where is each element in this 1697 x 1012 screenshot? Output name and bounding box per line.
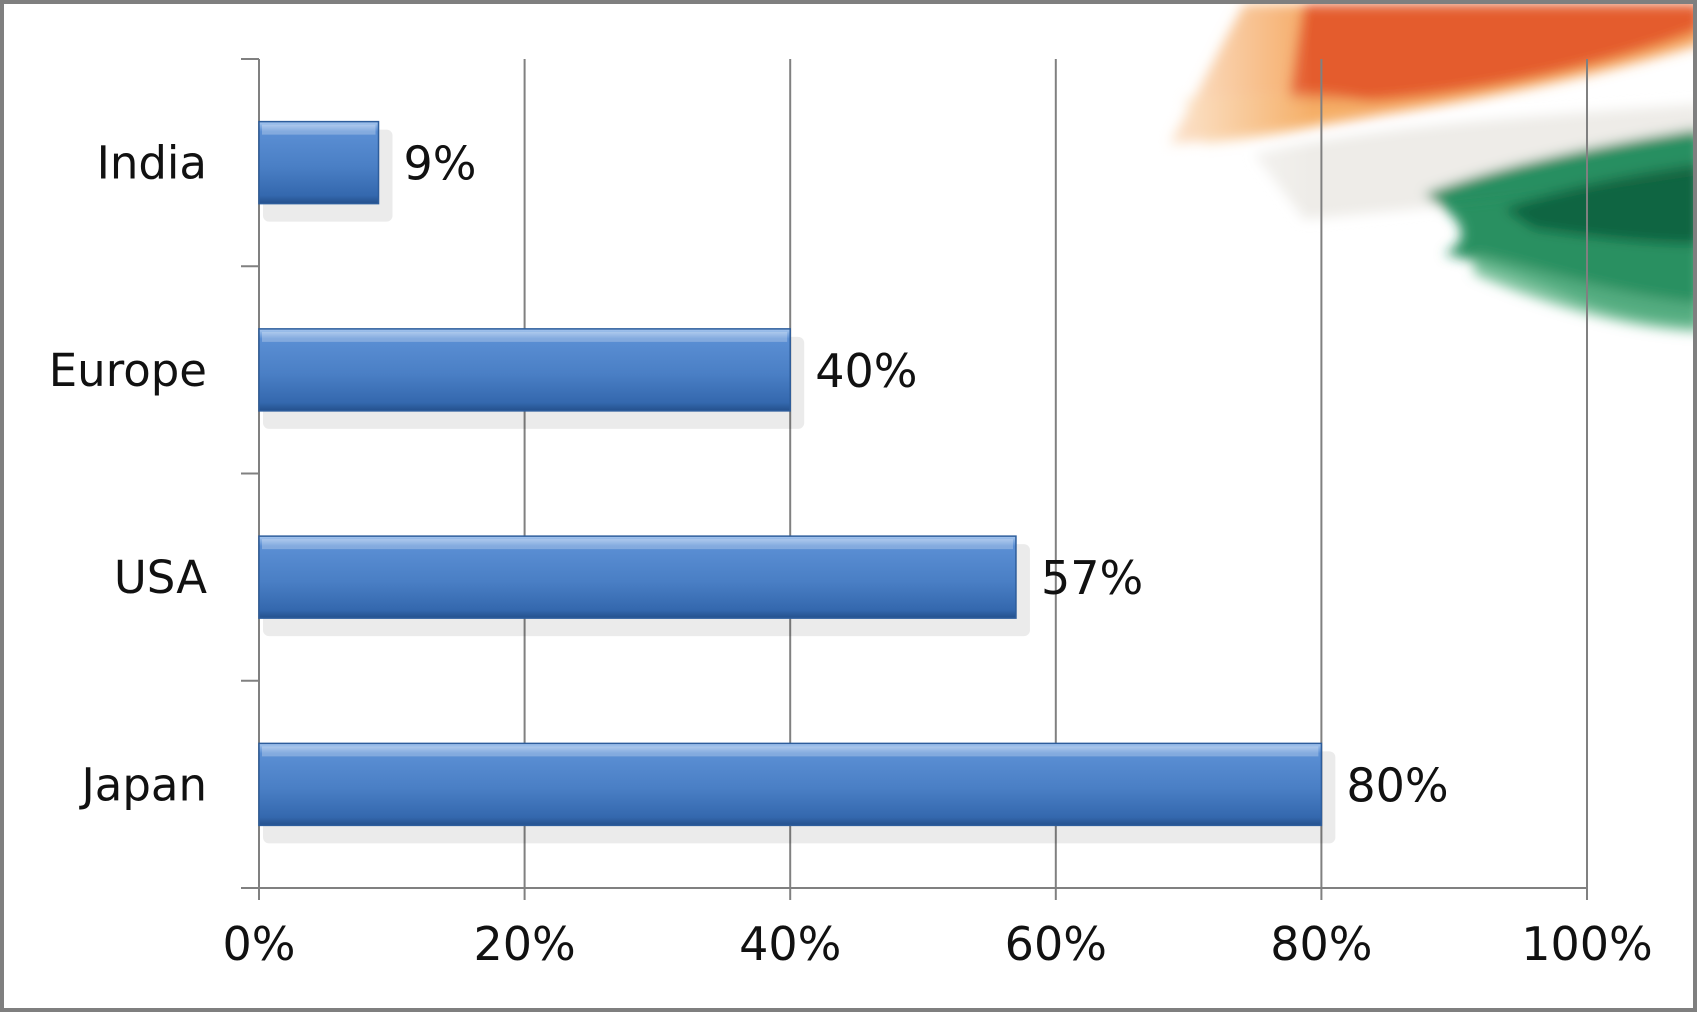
data-label-japan: 80% bbox=[1346, 758, 1448, 812]
bar-europe bbox=[258, 328, 791, 412]
bar-chart: 0% 20% 40% 60% 80% 100% India 9% Europe 40% USA 57%… bbox=[49, 4, 1693, 971]
bar-highlight bbox=[262, 331, 788, 342]
labels: 0% 20% 40% 60% 80% 100% India 9% Europe 40% USA 57%… bbox=[49, 137, 1653, 971]
category-label-india: India bbox=[97, 137, 207, 190]
x-tick-label: 100% bbox=[1521, 917, 1653, 971]
category-label-japan: Japan bbox=[78, 758, 207, 811]
category-label-europe: Europe bbox=[49, 344, 207, 397]
data-label-usa: 57% bbox=[1041, 551, 1143, 605]
bar-india bbox=[258, 120, 380, 205]
bars bbox=[258, 120, 1336, 844]
x-tick-label: 40% bbox=[739, 917, 841, 971]
tricolor-brush-decoration bbox=[1104, 4, 1693, 334]
x-tick-label: 20% bbox=[473, 917, 575, 971]
x-tick-label: 80% bbox=[1270, 917, 1372, 971]
bar-highlight bbox=[262, 746, 1319, 757]
bar-highlight bbox=[262, 539, 1013, 550]
data-label-europe: 40% bbox=[815, 344, 917, 398]
bar-usa bbox=[258, 535, 1017, 619]
x-tick-label: 60% bbox=[1005, 917, 1107, 971]
x-tick-label: 0% bbox=[223, 917, 296, 971]
data-label-india: 9% bbox=[404, 137, 477, 191]
bar-highlight bbox=[262, 124, 376, 135]
bar-japan bbox=[258, 742, 1323, 827]
category-label-usa: USA bbox=[114, 551, 207, 604]
